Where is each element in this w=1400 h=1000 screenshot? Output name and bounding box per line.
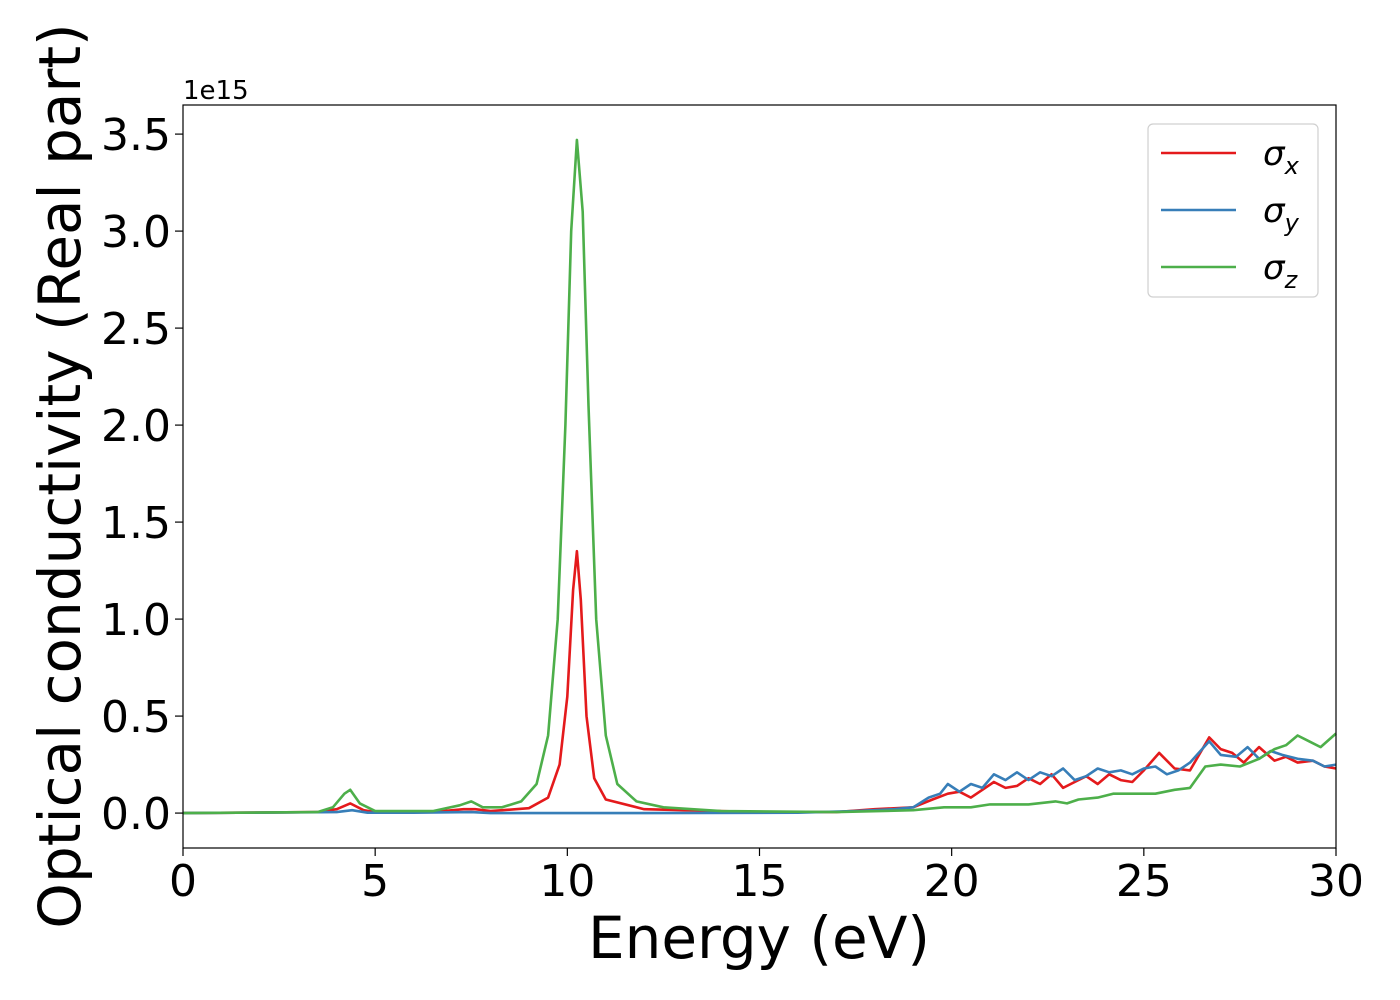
y-tick-label: 3.5 xyxy=(101,110,171,161)
x-tick-label: 10 xyxy=(539,856,595,907)
series-line-y xyxy=(182,740,1337,815)
x-tick-label: 30 xyxy=(1308,856,1364,907)
x-axis-label: Energy (eV) xyxy=(588,904,930,972)
y-tick-label: 1.0 xyxy=(101,595,171,646)
x-tick-label: 15 xyxy=(732,856,788,907)
y-tick-label: 0.0 xyxy=(101,789,171,840)
series-line-x xyxy=(182,549,1337,815)
x-tick-label: 25 xyxy=(1116,856,1172,907)
y-tick-label: 2.0 xyxy=(101,401,171,452)
x-axis: 0 5 10 15 20 25 30 xyxy=(169,848,1364,907)
plot-lines xyxy=(182,138,1337,815)
y-tick-label: 0.5 xyxy=(101,692,171,743)
y-axis-label: Optical conductivity (Real part) xyxy=(26,23,94,928)
y-offset-label: 1e15 xyxy=(183,76,249,106)
x-tick-label: 5 xyxy=(361,856,389,907)
y-tick-label: 3.0 xyxy=(101,207,171,258)
y-tick-label: 1.5 xyxy=(101,498,171,549)
y-tick-label: 2.5 xyxy=(101,304,171,355)
x-tick-label: 0 xyxy=(169,856,197,907)
series-line-z xyxy=(182,138,1337,815)
y-axis: 0.0 0.5 1.0 1.5 2.0 2.5 3.0 3.5 xyxy=(101,110,183,840)
x-tick-label: 20 xyxy=(924,856,980,907)
